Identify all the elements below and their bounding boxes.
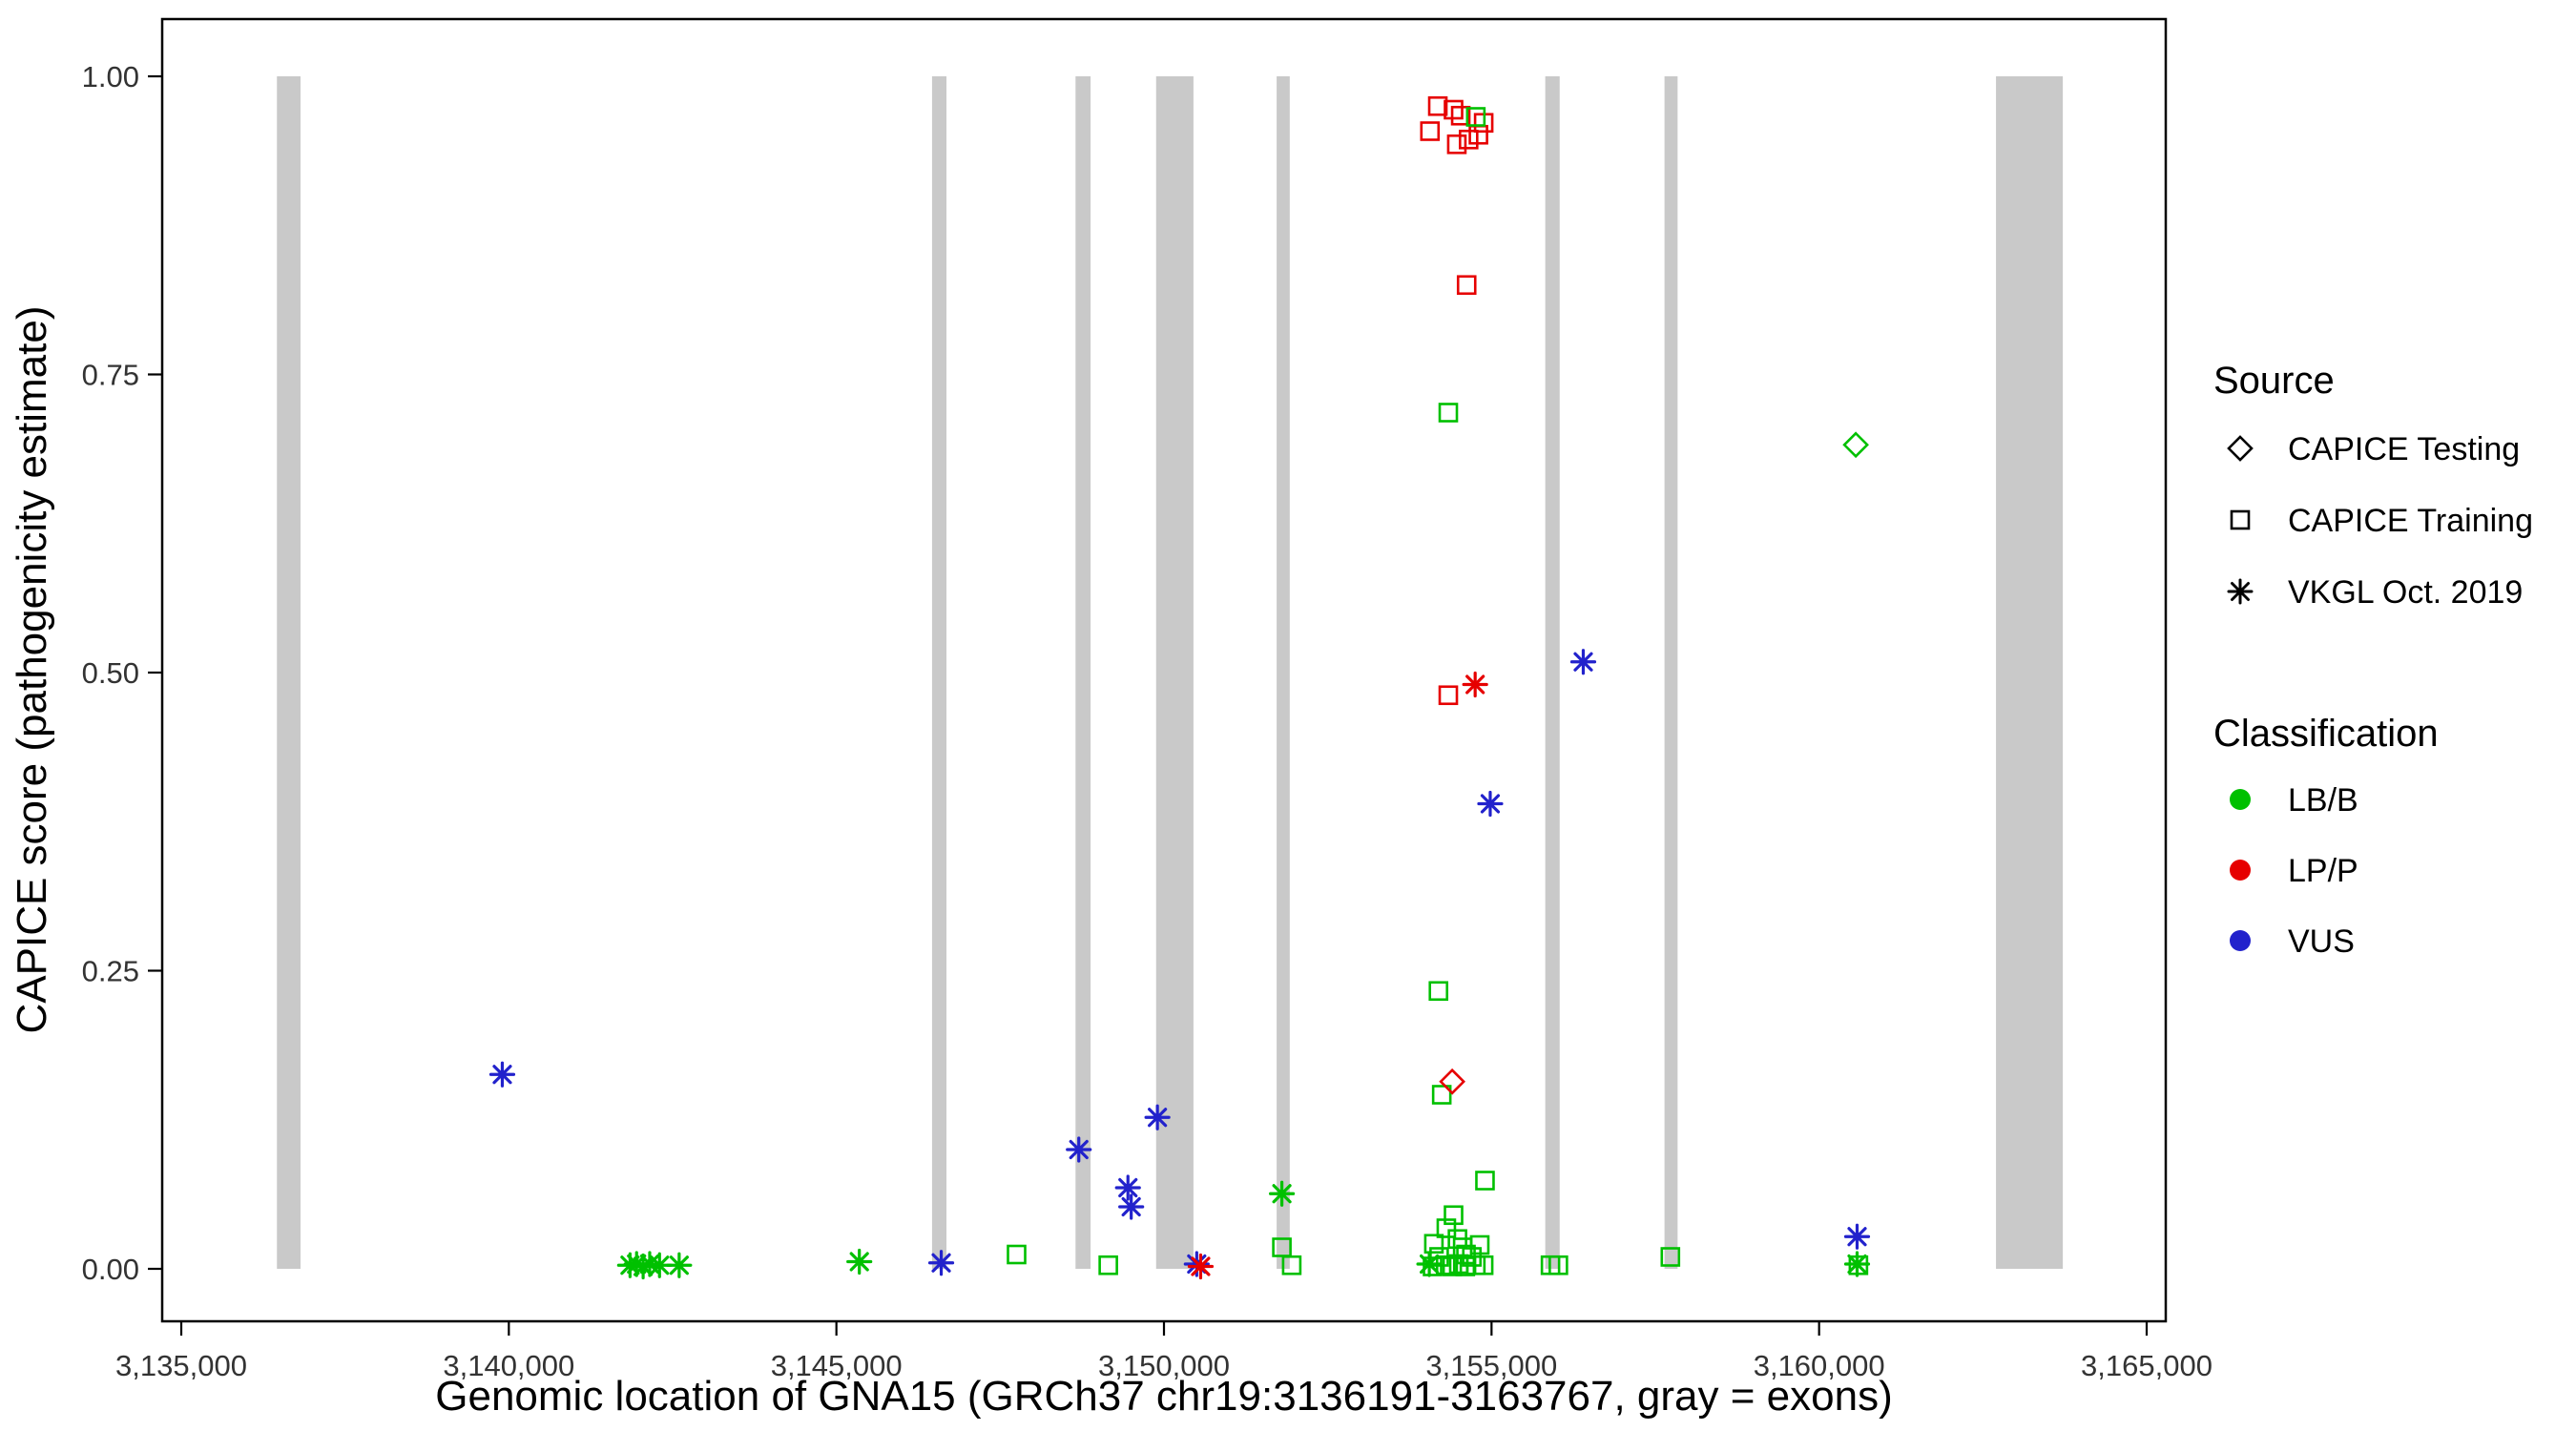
data-point-training: [1438, 403, 1459, 423]
data-point-vkgl: [927, 1250, 955, 1276]
data-point-vkgl: [1569, 649, 1597, 675]
legend-item-label: VKGL Oct. 2019: [2288, 574, 2523, 611]
vus-dot-icon: [2230, 930, 2251, 951]
x-axis-title: Genomic location of GNA15 (GRCh37 chr19:…: [435, 1373, 1892, 1420]
diamond-icon: [2227, 435, 2254, 462]
data-point-vkgl: [846, 1248, 873, 1275]
data-point-training: [1444, 1205, 1464, 1226]
legend: Source CAPICE Testing CAPICE Training VK…: [2213, 360, 2533, 960]
legend-item-vus: VUS: [2230, 923, 2355, 960]
data-point-vkgl: [666, 1252, 693, 1278]
data-point-testing: [1439, 1068, 1465, 1095]
y-axis-ticks: 0.00 0.25 0.50 0.75 1.00: [82, 60, 162, 1286]
x-axis-ticks: 3,135,000 3,140,000 3,145,000 3,150,000 3,15…: [115, 1321, 2212, 1382]
data-point-vkgl: [1269, 1180, 1296, 1207]
data-point-training: [1465, 107, 1486, 127]
legend-item-capice-testing: CAPICE Testing: [2227, 431, 2520, 467]
lbb-dot-icon: [2230, 789, 2251, 810]
data-point-training: [1431, 1085, 1452, 1105]
svg-text:3,165,000: 3,165,000: [2081, 1349, 2212, 1382]
data-point-training: [1007, 1244, 1027, 1265]
svg-text:3,145,000: 3,145,000: [771, 1349, 903, 1382]
data-point-vkgl: [646, 1252, 673, 1278]
data-point-training: [1473, 1255, 1494, 1275]
data-point-vkgl: [1416, 1251, 1443, 1277]
data-point-training: [1446, 134, 1467, 155]
legend-item-label: LB/B: [2288, 782, 2358, 819]
data-point-training: [1660, 1247, 1681, 1267]
legend-source-title: Source: [2213, 360, 2335, 402]
data-point-vkgl: [623, 1251, 650, 1277]
data-point-training: [1848, 1255, 1869, 1275]
svg-text:3,140,000: 3,140,000: [443, 1349, 574, 1382]
data-point-training: [1442, 1256, 1463, 1276]
legend-item-vkgl: VKGL Oct. 2019: [2227, 574, 2523, 611]
lpp-dot-icon: [2230, 860, 2251, 881]
legend-classification-title: Classification: [2213, 713, 2439, 755]
svg-text:0.00: 0.00: [82, 1253, 139, 1286]
data-point-testing: [1842, 431, 1869, 459]
legend-item-lpp: LP/P: [2230, 853, 2358, 889]
data-point-vkgl: [1843, 1251, 1871, 1277]
exon-bands: [277, 76, 2064, 1269]
legend-item-label: CAPICE Training: [2288, 503, 2533, 539]
data-point-training: [1272, 1237, 1292, 1257]
data-point-training: [1475, 1171, 1495, 1191]
data-point-training: [1281, 1255, 1302, 1275]
data-point-training: [1098, 1255, 1118, 1275]
data-point-training: [1436, 1218, 1457, 1238]
asterisk-icon: [2227, 578, 2254, 605]
data-point-training: [1444, 99, 1464, 120]
data-point-vkgl: [1187, 1253, 1215, 1280]
data-point-vkgl: [1477, 790, 1504, 818]
legend-item-lbb: LB/B: [2230, 782, 2358, 819]
data-point-vkgl: [1462, 671, 1488, 698]
data-point-training: [1456, 275, 1477, 296]
svg-text:3,135,000: 3,135,000: [115, 1349, 247, 1382]
data-point-training: [1548, 1255, 1568, 1275]
data-point-vkgl: [1843, 1223, 1871, 1250]
data-point-vkgl: [1114, 1174, 1141, 1201]
svg-text:3,150,000: 3,150,000: [1098, 1349, 1230, 1382]
data-point-training: [1428, 981, 1449, 1002]
legend-item-capice-training: CAPICE Training: [2230, 503, 2533, 539]
data-point-training: [1438, 685, 1459, 706]
data-point-vkgl: [1118, 1193, 1145, 1220]
data-point-training: [1420, 121, 1441, 141]
data-point-training: [1469, 1234, 1490, 1255]
data-point-vkgl: [1144, 1104, 1171, 1130]
data-point-training: [1427, 95, 1448, 116]
data-point-vkgl: [1066, 1136, 1092, 1163]
svg-text:1.00: 1.00: [82, 60, 139, 93]
legend-item-label: VUS: [2288, 923, 2355, 960]
svg-text:3,160,000: 3,160,000: [1754, 1349, 1885, 1382]
data-point-training: [1423, 1256, 1443, 1276]
data-point-training: [1450, 105, 1471, 126]
legend-item-label: CAPICE Testing: [2288, 431, 2520, 467]
data-points: [488, 95, 1871, 1280]
svg-text:0.25: 0.25: [82, 955, 139, 988]
svg-text:0.50: 0.50: [82, 656, 139, 690]
data-point-vkgl: [630, 1253, 656, 1280]
data-point-training: [1423, 1234, 1444, 1255]
svg-text:0.75: 0.75: [82, 359, 139, 392]
y-axis-title: CAPICE score (pathogenicity estimate): [9, 306, 55, 1034]
square-icon: [2230, 509, 2251, 530]
svg-text:3,155,000: 3,155,000: [1425, 1349, 1557, 1382]
data-point-vkgl: [488, 1061, 516, 1088]
legend-item-label: LP/P: [2288, 853, 2358, 889]
